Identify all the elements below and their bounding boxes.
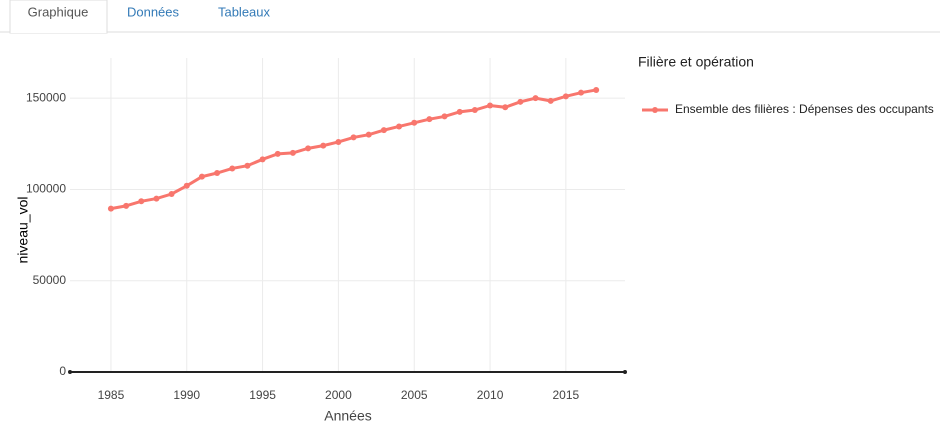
y-tick-label: 50000 bbox=[33, 273, 67, 287]
point bbox=[335, 138, 342, 145]
point bbox=[426, 116, 433, 123]
point bbox=[593, 86, 600, 93]
y-tick-label: 150000 bbox=[26, 90, 66, 104]
legend-label: Ensemble des filières : Dépenses des occ… bbox=[675, 102, 934, 116]
point bbox=[320, 142, 327, 149]
point bbox=[532, 95, 539, 102]
point bbox=[305, 145, 312, 152]
point bbox=[562, 93, 569, 100]
point bbox=[168, 191, 175, 198]
x-tick-label: 2005 bbox=[401, 388, 428, 402]
y-tick-label: 100000 bbox=[26, 182, 66, 196]
x-axis-title: Années bbox=[324, 408, 371, 424]
point bbox=[153, 195, 160, 202]
x-tick-label: 2015 bbox=[553, 388, 580, 402]
point bbox=[578, 89, 585, 96]
point bbox=[365, 131, 372, 138]
legend-title: Filière et opération bbox=[638, 54, 754, 70]
axis-end bbox=[623, 370, 627, 374]
y-tick-label: 0 bbox=[59, 364, 66, 378]
x-tick-label: 1985 bbox=[98, 388, 125, 402]
x-tick-label: 1995 bbox=[249, 388, 276, 402]
point bbox=[487, 102, 494, 109]
axis-end bbox=[68, 370, 72, 374]
point bbox=[198, 173, 205, 180]
point bbox=[183, 182, 190, 189]
point bbox=[471, 107, 478, 114]
point bbox=[547, 97, 554, 104]
point bbox=[456, 108, 463, 115]
point bbox=[411, 119, 418, 126]
point bbox=[107, 205, 114, 212]
y-axis-title: niveau_vol bbox=[15, 197, 31, 264]
x-tick-label: 2010 bbox=[477, 388, 504, 402]
point bbox=[138, 198, 145, 205]
x-tick-label: 1990 bbox=[173, 388, 200, 402]
point bbox=[517, 98, 524, 105]
legend-swatch-point bbox=[652, 107, 658, 113]
tab[interactable]: Données bbox=[127, 4, 180, 19]
active-tab-box bbox=[9, 0, 108, 34]
point bbox=[214, 170, 221, 177]
point bbox=[274, 150, 281, 157]
point bbox=[350, 134, 357, 141]
point bbox=[441, 113, 448, 120]
tab[interactable]: Tableaux bbox=[218, 4, 271, 19]
point bbox=[396, 123, 403, 130]
point bbox=[380, 127, 387, 134]
point bbox=[244, 162, 251, 169]
series-line bbox=[110, 88, 597, 211]
point bbox=[123, 202, 130, 209]
x-tick-label: 2000 bbox=[325, 388, 352, 402]
point bbox=[502, 104, 509, 111]
tab[interactable]: Graphique bbox=[28, 4, 89, 19]
point bbox=[229, 165, 236, 172]
point bbox=[259, 156, 266, 163]
point bbox=[289, 149, 296, 156]
